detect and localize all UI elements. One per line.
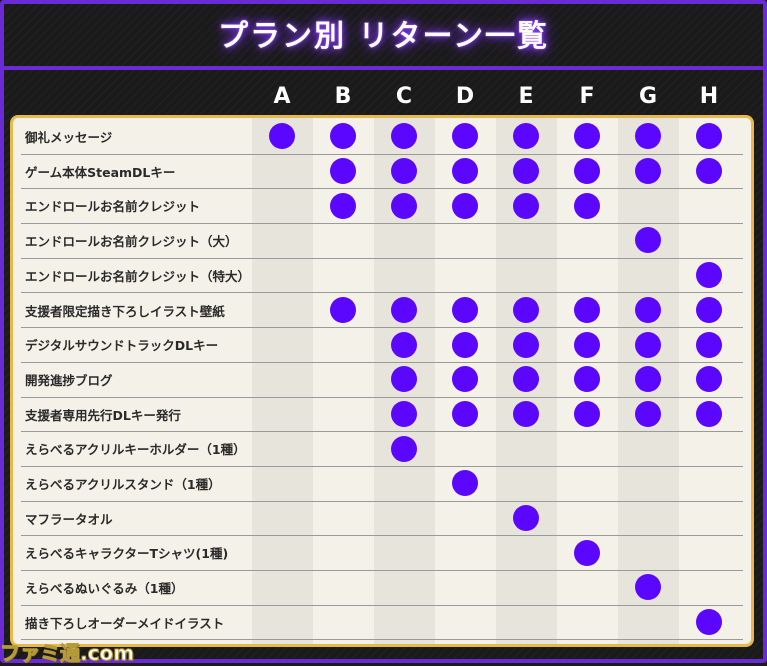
- table-row: エンドロールお名前クレジット（大）: [21, 224, 743, 259]
- included-dot-f: [574, 400, 600, 427]
- row-label: えらべるアクリルスタンド（1種）: [25, 477, 221, 492]
- row-label: エンドロールお名前クレジット: [25, 199, 201, 215]
- included-dot-g: [635, 158, 661, 185]
- included-dot-e: [513, 505, 539, 532]
- table-row: えらべるアクリルキーホルダー（1種）: [21, 432, 743, 467]
- plan-header-h: H: [699, 84, 719, 109]
- included-dot-c: [391, 123, 417, 150]
- row-label: 描き下ろしオーダーメイドイラスト: [25, 615, 225, 631]
- plan-header-row: A B C D E F G H: [0, 84, 767, 114]
- included-dot-b: [330, 158, 356, 185]
- table-row: えらべるキャラクターTシャツ(1種): [21, 536, 743, 572]
- row-label: えらべるキャラクターTシャツ(1種): [25, 546, 229, 562]
- plan-header-f: F: [579, 84, 595, 109]
- table-row: 描き下ろしオーダーメイドイラスト: [21, 606, 743, 641]
- row-label: 御礼メッセージ: [25, 130, 113, 145]
- included-dot-d: [452, 470, 478, 497]
- included-dot-d: [452, 331, 478, 358]
- included-dot-d: [452, 158, 478, 185]
- included-dot-d: [452, 296, 478, 323]
- included-dot-f: [574, 366, 600, 393]
- table-row: 支援者限定描き下ろしイラスト壁紙: [21, 294, 743, 329]
- included-dot-g: [635, 400, 661, 427]
- included-dot-d: [452, 192, 478, 219]
- included-dot-c: [391, 435, 417, 462]
- returns-table: 御礼メッセージゲーム本体SteamDLキーエンドロールお名前クレジットエンドロー…: [10, 115, 754, 647]
- included-dot-h: [696, 262, 722, 289]
- included-dot-c: [391, 296, 417, 323]
- included-dot-e: [513, 296, 539, 323]
- title-bar: プラン別 リターン一覧: [0, 0, 767, 66]
- plan-header-c: C: [395, 84, 413, 109]
- included-dot-a: [269, 123, 295, 150]
- included-dot-c: [391, 400, 417, 427]
- included-dot-c: [391, 192, 417, 219]
- included-dot-g: [635, 366, 661, 393]
- table-row: えらべるアクリルスタンド（1種）: [21, 467, 743, 502]
- table-row: 御礼メッセージ: [21, 120, 743, 155]
- included-dot-f: [574, 296, 600, 323]
- included-dot-c: [391, 331, 417, 358]
- title-divider: [4, 66, 763, 70]
- included-dot-f: [574, 539, 600, 566]
- included-dot-g: [635, 331, 661, 358]
- included-dot-e: [513, 366, 539, 393]
- included-dot-h: [696, 158, 722, 185]
- included-dot-c: [391, 158, 417, 185]
- included-dot-g: [635, 574, 661, 601]
- plan-header-g: G: [638, 84, 658, 109]
- included-dot-h: [696, 123, 722, 150]
- included-dot-h: [696, 609, 722, 636]
- table-row: エンドロールお名前クレジット: [21, 189, 743, 225]
- included-dot-f: [574, 192, 600, 219]
- row-label: デジタルサウンドトラックDLキー: [25, 338, 219, 354]
- included-dot-c: [391, 366, 417, 393]
- site-watermark: ファミ通.com: [0, 641, 135, 666]
- included-dot-g: [635, 123, 661, 150]
- included-dot-h: [696, 400, 722, 427]
- included-dot-d: [452, 123, 478, 150]
- plan-header-a: A: [273, 84, 291, 109]
- included-dot-e: [513, 158, 539, 185]
- plan-header-e: E: [518, 84, 534, 109]
- included-dot-b: [330, 123, 356, 150]
- row-label: 支援者専用先行DLキー発行: [25, 407, 181, 423]
- page-title: プラン別 リターン一覧: [218, 19, 549, 54]
- table-row: ゲーム本体SteamDLキー: [21, 155, 743, 190]
- included-dot-g: [635, 296, 661, 323]
- included-dot-h: [696, 296, 722, 323]
- table-row: えらべるぬいぐるみ（1種）: [21, 571, 743, 606]
- included-dot-f: [574, 331, 600, 358]
- table-row: 開発進捗ブログ: [21, 363, 743, 398]
- row-label: えらべるアクリルキーホルダー（1種）: [25, 442, 246, 458]
- included-dot-e: [513, 192, 539, 219]
- row-label: マフラータオル: [25, 511, 113, 527]
- table-row: マフラータオル: [21, 502, 743, 537]
- table-row: 支援者専用先行DLキー発行: [21, 398, 743, 433]
- row-label: 支援者限定描き下ろしイラスト壁紙: [25, 303, 225, 319]
- included-dot-d: [452, 366, 478, 393]
- row-label: エンドロールお名前クレジット（特大）: [25, 268, 251, 284]
- included-dot-h: [696, 366, 722, 393]
- included-dot-g: [635, 227, 661, 254]
- included-dot-d: [452, 400, 478, 427]
- included-dot-h: [696, 331, 722, 358]
- included-dot-f: [574, 158, 600, 185]
- table-row: エンドロールお名前クレジット（特大）: [21, 259, 743, 294]
- row-label: ゲーム本体SteamDLキー: [25, 164, 176, 180]
- included-dot-e: [513, 331, 539, 358]
- plan-header-d: D: [455, 84, 475, 109]
- included-dot-b: [330, 296, 356, 323]
- row-label: えらべるぬいぐるみ（1種）: [25, 581, 184, 597]
- included-dot-e: [513, 400, 539, 427]
- table-row: デジタルサウンドトラックDLキー: [21, 328, 743, 363]
- row-label: エンドロールお名前クレジット（大）: [25, 234, 238, 250]
- row-label: 開発進捗ブログ: [25, 372, 113, 388]
- included-dot-f: [574, 123, 600, 150]
- plan-column-shade-a: [251, 118, 313, 644]
- included-dot-b: [330, 192, 356, 219]
- plan-header-b: B: [334, 84, 352, 109]
- included-dot-e: [513, 123, 539, 150]
